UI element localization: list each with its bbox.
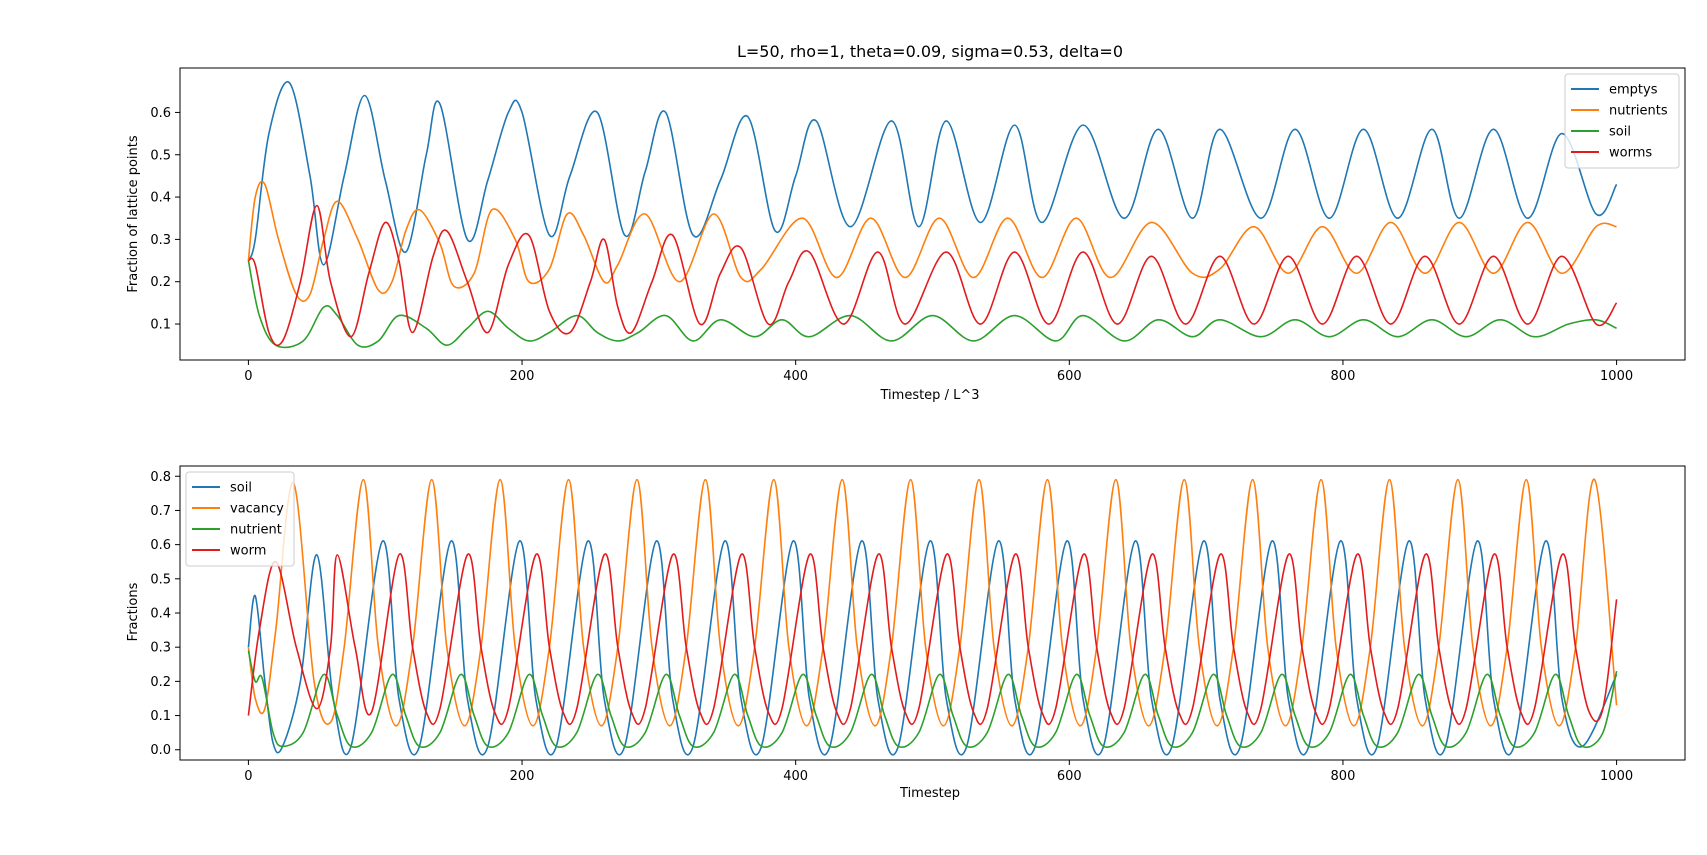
top-plot: L=50, rho=1, theta=0.09, sigma=0.53, del… bbox=[126, 42, 1686, 403]
top-plot-xlabel: Timestep / L^3 bbox=[880, 388, 980, 403]
bottom-ytick-label: 0.2 bbox=[150, 675, 171, 690]
top-ytick-label: 0.1 bbox=[150, 318, 171, 333]
bottom-ytick-label: 0.5 bbox=[150, 572, 171, 587]
bottom-ytick-label: 0.8 bbox=[150, 470, 171, 485]
top-ytick-label: 0.3 bbox=[150, 233, 171, 248]
bottom-legend: soil vacancy nutrient worm bbox=[185, 471, 295, 567]
bottom-series-worm bbox=[247, 553, 1618, 725]
top-legend-box bbox=[1564, 73, 1680, 169]
top-plot-area: 0 200 400 600 800 1000 0.1 0.2 0.3 0.4 0.5 0.6 empty… bbox=[150, 67, 1686, 384]
top-legend-label-nutrients: nutrients bbox=[1609, 104, 1668, 119]
top-legend-label-soil: soil bbox=[1609, 125, 1631, 140]
top-xtick-label: 600 bbox=[1057, 369, 1082, 384]
bottom-series-vacancy bbox=[247, 478, 1618, 727]
bottom-series-nutrient bbox=[247, 650, 1618, 748]
bottom-series-soil bbox=[247, 540, 1618, 756]
top-xtick-label: 200 bbox=[510, 369, 535, 384]
bottom-xtick-label: 1000 bbox=[1600, 769, 1633, 784]
top-series-worms bbox=[247, 204, 1618, 347]
bottom-ytick-label: 0.7 bbox=[150, 504, 171, 519]
bottom-legend-label-worm: worm bbox=[230, 544, 266, 559]
top-series-soil bbox=[247, 260, 1617, 349]
bottom-xtick-label: 0 bbox=[244, 769, 252, 784]
bottom-legend-label-vacancy: vacancy bbox=[230, 502, 284, 517]
top-legend: emptys nutrients soil worms bbox=[1564, 73, 1680, 169]
bottom-xtick-label: 800 bbox=[1331, 769, 1356, 784]
top-legend-label-emptys: emptys bbox=[1609, 83, 1658, 98]
bottom-ytick-label: 0.4 bbox=[150, 607, 171, 622]
top-ytick-label: 0.6 bbox=[150, 106, 171, 121]
top-plot-title: L=50, rho=1, theta=0.09, sigma=0.53, del… bbox=[737, 42, 1123, 61]
top-plot-ylabel: Fraction of lattice points bbox=[126, 135, 141, 293]
top-series-emptys bbox=[247, 81, 1618, 266]
bottom-plot-area: 0 200 400 600 800 1000 0.0 0.1 0.2 0.3 0.4 0.5 0.6 0.… bbox=[150, 465, 1686, 784]
bottom-xtick-label: 600 bbox=[1057, 769, 1082, 784]
bottom-xtick-label: 200 bbox=[510, 769, 535, 784]
top-ytick-label: 0.5 bbox=[150, 148, 171, 163]
bottom-ytick-label: 0.0 bbox=[150, 743, 171, 758]
bottom-ytick-label: 0.1 bbox=[150, 709, 171, 724]
top-xtick-label: 0 bbox=[244, 369, 252, 384]
top-axes-frame bbox=[179, 67, 1686, 361]
top-xtick-label: 800 bbox=[1331, 369, 1356, 384]
top-series-nutrients bbox=[247, 180, 1617, 303]
top-legend-label-worms: worms bbox=[1609, 146, 1652, 161]
top-xtick-label: 400 bbox=[783, 369, 808, 384]
bottom-legend-box bbox=[185, 471, 295, 567]
bottom-ytick-label: 0.6 bbox=[150, 538, 171, 553]
top-xtick-label: 1000 bbox=[1600, 369, 1633, 384]
bottom-plot-xlabel: Timestep bbox=[899, 786, 960, 801]
bottom-legend-label-soil: soil bbox=[230, 481, 252, 496]
top-ytick-label: 0.2 bbox=[150, 275, 171, 290]
bottom-plot: 0 200 400 600 800 1000 0.0 0.1 0.2 0.3 0.4 0.5 0.6 0.… bbox=[126, 465, 1686, 801]
top-ytick-label: 0.4 bbox=[150, 191, 171, 206]
bottom-plot-ylabel: Fractions bbox=[126, 582, 141, 641]
bottom-ytick-label: 0.3 bbox=[150, 641, 171, 656]
bottom-axes-frame bbox=[179, 465, 1686, 761]
bottom-xtick-label: 400 bbox=[783, 769, 808, 784]
bottom-legend-label-nutrient: nutrient bbox=[230, 523, 282, 538]
